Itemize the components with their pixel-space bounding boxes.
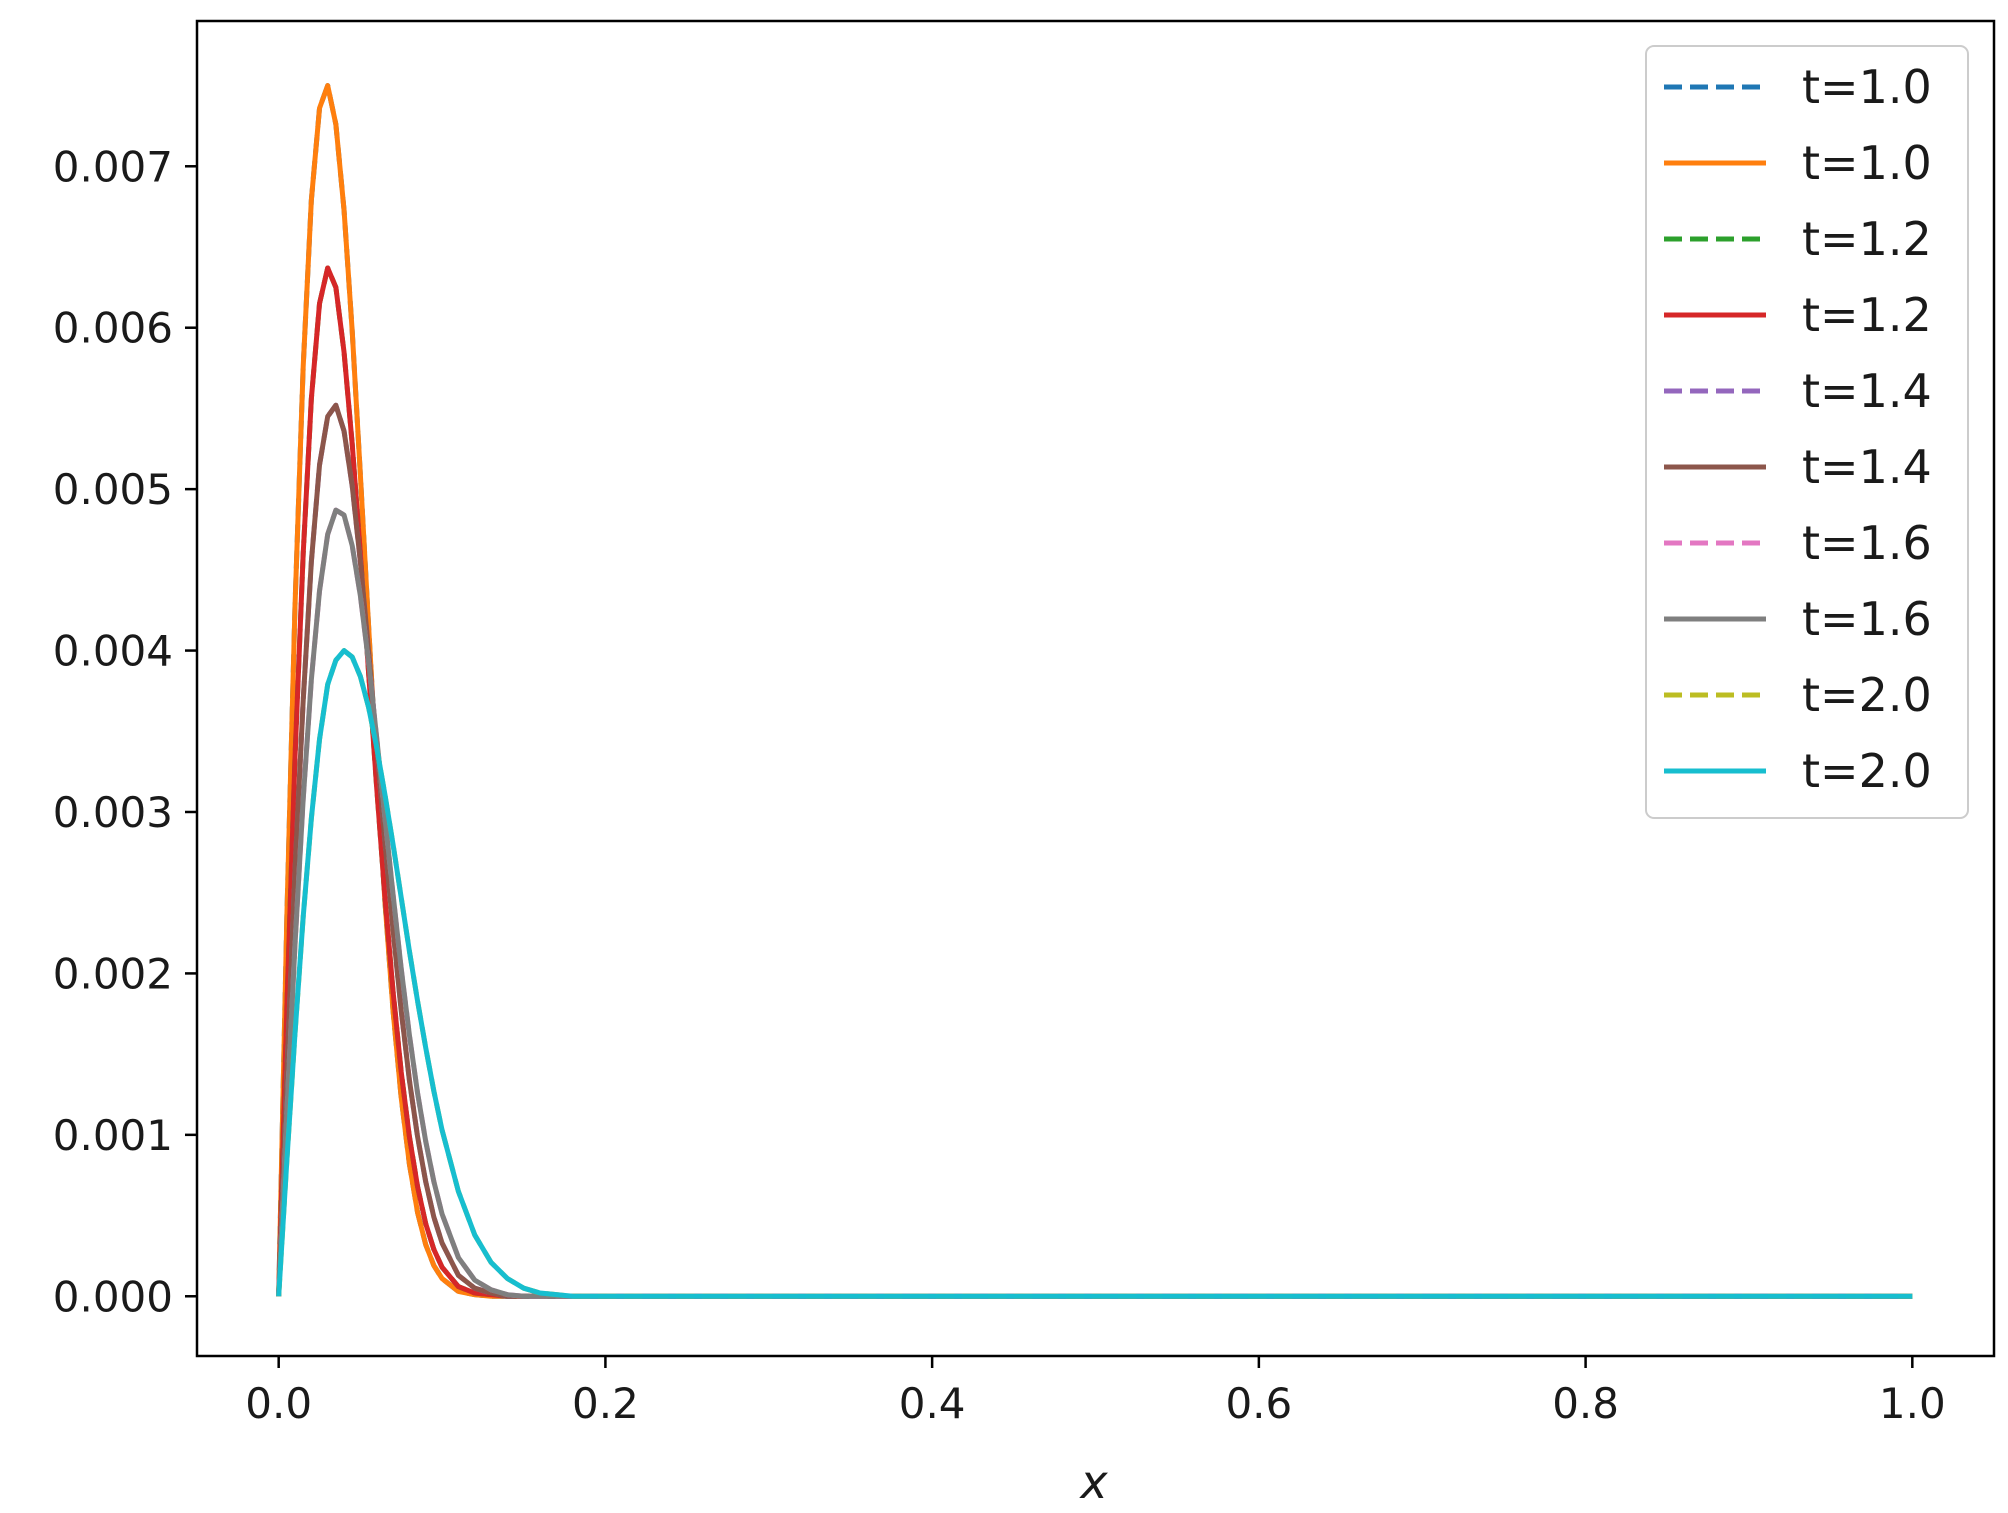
x-axis-label: x <box>1078 1455 1108 1509</box>
series-layer <box>276 83 1913 1299</box>
legend-label: t=1.2 <box>1802 212 1932 266</box>
legend-items: t=1.0 t=1.0 t=1.2 t=1.2 t=1.4 t=1.4 t=1.6 t=1.6… <box>1664 60 1932 798</box>
series-line-10 <box>276 648 1913 1299</box>
legend-label: t=1.0 <box>1802 136 1932 190</box>
y-tick-label: 0.005 <box>53 465 173 514</box>
legend: t=1.0 t=1.0 t=1.2 t=1.2 t=1.4 t=1.4 t=1.6 t=1.6… <box>1645 45 1969 819</box>
legend-label: t=1.4 <box>1802 364 1932 418</box>
legend-label: t=1.2 <box>1802 288 1932 342</box>
legend-label: t=2.0 <box>1802 744 1932 798</box>
y-tick-label: 0.007 <box>53 142 173 191</box>
x-tick-label: 1.0 <box>1879 1379 1946 1428</box>
y-tick-label: 0.001 <box>53 1111 173 1160</box>
y-tick-label: 0.004 <box>53 627 173 676</box>
y-tick-label: 0.002 <box>53 949 173 998</box>
legend-label: t=1.6 <box>1802 516 1932 570</box>
plot-frame <box>195 19 1996 1358</box>
x-tick-label: 0.2 <box>572 1379 639 1428</box>
x-axis-ticks: 0.0 0.2 0.4 0.6 0.8 1.0 <box>245 1356 1946 1428</box>
legend-label: t=1.4 <box>1802 440 1932 494</box>
x-tick-label: 0.6 <box>1225 1379 1292 1428</box>
y-tick-label: 0.000 <box>53 1272 173 1321</box>
y-axis-ticks: 0.000 0.001 0.002 0.003 0.004 0.005 0.006 0.007 <box>53 142 197 1321</box>
x-tick-label: 0.0 <box>245 1379 312 1428</box>
y-tick-label: 0.006 <box>53 304 173 353</box>
x-tick-label: 0.4 <box>899 1379 966 1428</box>
legend-label: t=2.0 <box>1802 668 1932 722</box>
x-tick-label: 0.8 <box>1552 1379 1619 1428</box>
y-tick-label: 0.003 <box>53 788 173 837</box>
legend-label: t=1.6 <box>1802 592 1932 646</box>
legend-label: t=1.0 <box>1802 60 1932 114</box>
